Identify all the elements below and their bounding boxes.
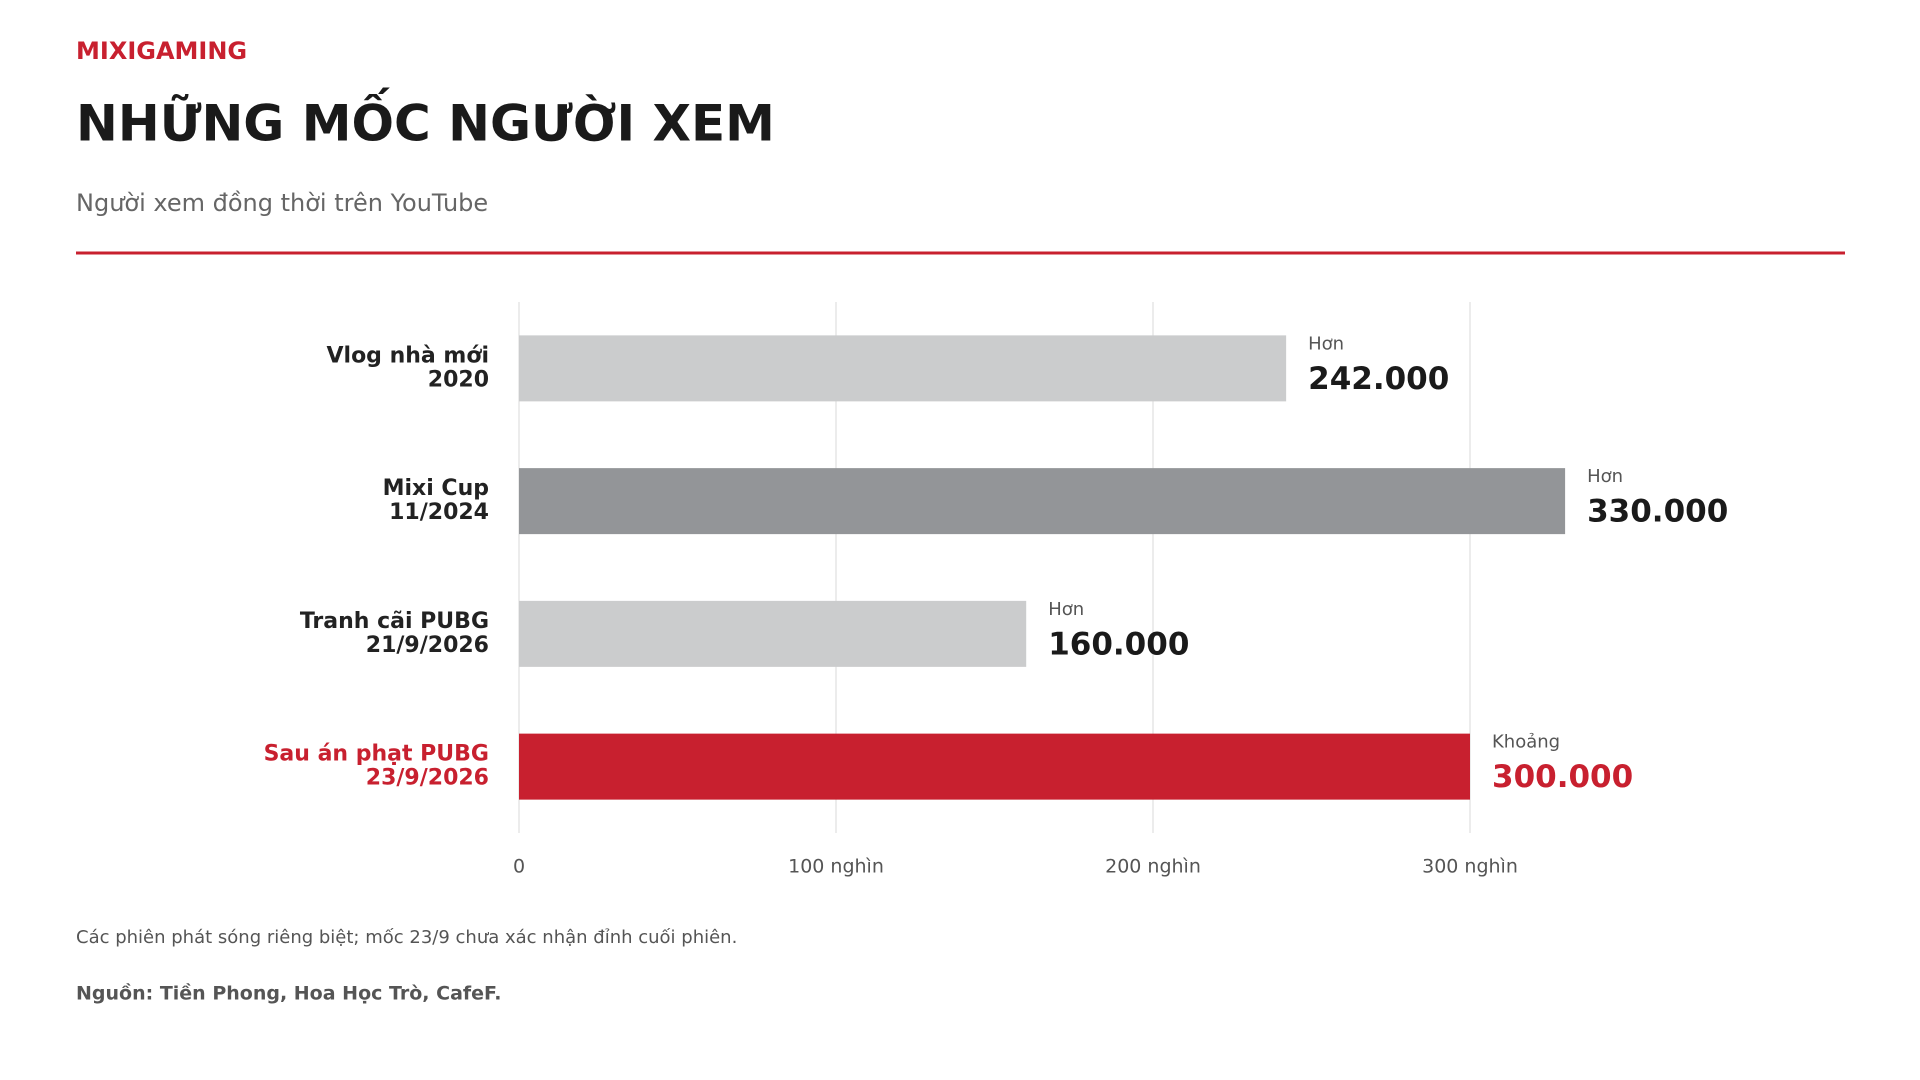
bar (519, 733, 1470, 800)
value-note: Hơn (1587, 466, 1623, 487)
y-tick-label: 11/2024 (389, 500, 489, 525)
brand: MIXIGAMING (76, 37, 247, 65)
x-tick-label: 300 nghìn (1422, 856, 1518, 878)
y-tick-label: 2020 (428, 367, 489, 392)
y-tick-label: 21/9/2026 (366, 633, 489, 658)
bar (519, 468, 1566, 535)
y-tick-label: Sau án phạt PUBG (264, 742, 489, 767)
value-note: Khoảng (1492, 732, 1560, 753)
value-label: 330.000 (1587, 494, 1728, 530)
bar (519, 600, 1027, 667)
source: Nguồn: Tiền Phong, Hoa Học Trò, CafeF. (76, 982, 501, 1005)
x-tick-label: 0 (513, 856, 525, 878)
x-tick-label: 100 nghìn (788, 856, 884, 878)
y-tick-label: 23/9/2026 (366, 766, 489, 791)
x-tick-label: 200 nghìn (1105, 856, 1201, 878)
bar (519, 335, 1287, 402)
subtitle: Người xem đồng thời trên YouTube (76, 189, 488, 217)
y-tick-label: Mixi Cup (383, 476, 489, 501)
note: Các phiên phát sóng riêng biệt; mốc 23/9… (76, 927, 737, 948)
value-note: Hơn (1048, 599, 1084, 620)
value-label: 160.000 (1048, 626, 1189, 662)
value-label: 242.000 (1308, 361, 1449, 397)
y-tick-label: Vlog nhà mới (327, 343, 490, 368)
value-label: 300.000 (1492, 759, 1633, 795)
y-tick-label: Tranh cãi PUBG (300, 609, 489, 634)
value-note: Hơn (1308, 333, 1344, 354)
chart-title: NHỮNG MỐC NGƯỜI XEM (76, 88, 775, 153)
